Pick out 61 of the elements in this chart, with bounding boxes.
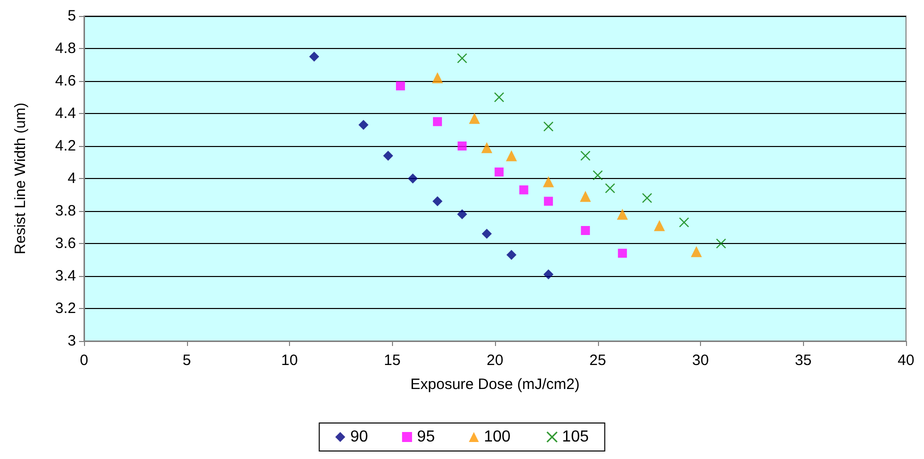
point [494,168,504,176]
point [432,117,442,126]
x-tick-label: 20 [486,352,504,369]
x-tick-label: 30 [692,352,709,369]
point [481,142,492,154]
y-tick-label: 3.8 [55,202,76,220]
point [544,196,553,206]
point [494,92,504,102]
x-tick-label: 15 [384,352,401,369]
point [654,220,665,232]
point [543,121,554,132]
point [592,170,603,180]
point [506,250,516,260]
point [618,248,627,258]
point [457,53,468,64]
point [309,52,320,62]
point [457,209,468,220]
point [678,217,690,228]
point [716,238,726,249]
x-tick-label: 40 [898,352,914,369]
legend-label: 95 [417,428,435,446]
y-tick-label: 3.2 [55,300,76,317]
point [543,269,554,280]
legend-label: 100 [484,428,511,446]
legend-label: 90 [350,428,368,446]
y-tick-label: 4.4 [55,105,76,122]
x-tick-label: 35 [794,352,812,369]
y-tick-label: 3.4 [55,268,76,284]
point [580,190,591,202]
x-axis-title: Exposure Dose (mJ/cm2) [410,376,580,393]
point [690,246,702,258]
point [506,150,517,162]
point [604,183,616,194]
y-tick-label: 5 [68,8,76,24]
point [432,72,443,84]
point [580,150,591,161]
point [383,150,394,161]
y-tick-label: 4.2 [55,138,76,154]
point [482,228,492,239]
y-tick-label: 4 [68,170,76,187]
point [519,185,528,194]
y-tick-label: 3.6 [55,235,76,252]
x-tick-label: 10 [281,352,298,369]
point [616,208,628,220]
point [358,120,368,130]
y-tick-label: 4.6 [55,72,76,90]
y-axis-title: Resist Line Width (um) [12,102,29,254]
x-tick-label: 5 [182,352,191,369]
y-tick-label: 3 [68,332,76,350]
x-tick-label: 0 [80,352,88,369]
point [542,176,554,188]
legend-label: 105 [562,428,589,446]
y-tick-label: 4.8 [55,40,76,57]
point [432,196,442,206]
point [396,81,405,90]
point [580,226,590,235]
point [468,112,480,124]
point [408,174,418,184]
point [458,142,467,150]
point [642,192,652,204]
x-tick-label: 25 [589,352,606,369]
